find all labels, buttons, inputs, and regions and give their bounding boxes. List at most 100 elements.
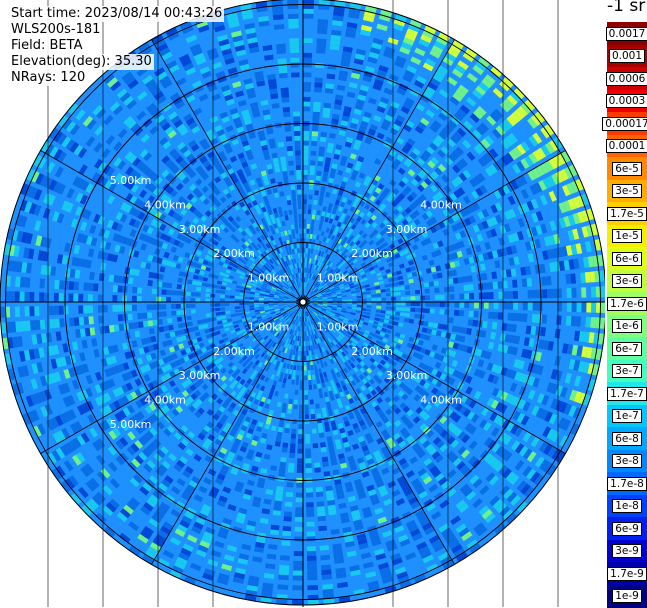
range-gate-cell (432, 322, 439, 329)
range-gate-cell (313, 92, 322, 98)
range-gate-cell (420, 181, 429, 189)
range-gate-cell (382, 174, 391, 182)
range-gate-cell (432, 273, 438, 280)
range-gate-cell (427, 160, 436, 169)
range-gate-cell (314, 472, 322, 478)
range-gate-cell (312, 254, 315, 260)
range-gate-cell (467, 275, 473, 282)
range-gate-cell (287, 408, 292, 414)
range-gate-cell (343, 171, 351, 178)
range-gate-cell (446, 100, 457, 110)
range-gate-cell (420, 308, 426, 313)
range-gate-cell (424, 288, 430, 294)
range-gate-cell (375, 233, 382, 240)
range-gate-cell (381, 162, 389, 170)
range-gate-cell (304, 375, 308, 381)
range-gate-cell (353, 165, 361, 172)
range-gate-cell (378, 127, 387, 136)
range-gate-cell (294, 541, 303, 547)
range-gate-cell (313, 457, 320, 463)
range-gate-cell (283, 437, 289, 444)
range-gate-cell (365, 175, 372, 183)
range-gate-cell (317, 515, 326, 522)
range-gate-cell (294, 394, 299, 400)
range-gate-cell (468, 310, 474, 318)
range-gate-cell (322, 276, 327, 281)
range-gate-cell (338, 129, 346, 136)
range-gate-cell (462, 154, 472, 164)
range-gate-cell (571, 287, 577, 298)
range-gate-cell (352, 185, 359, 193)
range-gate-cell (452, 68, 464, 79)
range-gate-cell (303, 228, 306, 234)
range-gate-cell (303, 33, 313, 39)
range-gate-cell (307, 258, 310, 264)
range-gate-cell (318, 225, 323, 231)
range-gate-cell (410, 307, 416, 312)
range-gate-cell (331, 118, 339, 125)
range-gate-cell (319, 261, 323, 267)
range-gate-cell (334, 276, 340, 281)
range-gate-cell (298, 409, 303, 415)
range-gate-cell (451, 149, 461, 159)
range-gate-cell (314, 288, 319, 293)
range-gate-cell (312, 116, 320, 122)
range-gate-cell (406, 138, 416, 146)
range-gate-cell (383, 158, 392, 166)
range-gate-cell (419, 153, 429, 162)
range-gate-cell (298, 419, 303, 425)
range-gate-cell (496, 322, 503, 331)
range-gate-cell (292, 580, 303, 586)
range-gate-cell (447, 216, 455, 225)
range-gate-cell (340, 223, 346, 230)
range-gate-cell (329, 228, 334, 235)
range-gate-cell (307, 253, 310, 259)
range-gate-cell (313, 275, 316, 280)
range-gate-cell (449, 192, 458, 202)
range-gate-cell (352, 299, 357, 302)
range-gate-cell (408, 203, 416, 211)
range-gate-cell (312, 443, 319, 449)
range-gate-cell (455, 175, 464, 185)
range-gate-cell (327, 222, 332, 229)
range-gate-cell (510, 179, 519, 190)
range-gate-cell (376, 293, 382, 297)
range-gate-cell (305, 429, 310, 435)
range-gate-cell (318, 286, 323, 291)
range-gate-cell (409, 212, 417, 220)
range-gate-cell (488, 131, 498, 143)
range-gate-cell (463, 284, 469, 291)
range-gate-cell (458, 143, 468, 153)
range-gate-cell (599, 317, 605, 329)
range-gate-cell (409, 230, 417, 237)
range-gate-cell (293, 399, 298, 405)
range-gate-cell (528, 152, 538, 164)
range-gate-cell (317, 511, 326, 517)
range-gate-cell (321, 257, 325, 263)
range-gate-cell (305, 248, 308, 254)
range-gate-cell (306, 521, 315, 527)
range-gate-cell (475, 125, 486, 136)
range-gate-cell (324, 232, 329, 238)
range-gate-cell (322, 206, 327, 212)
range-gate-cell (390, 306, 396, 311)
range-gate-cell (280, 412, 286, 418)
range-gate-cell (276, 431, 283, 438)
range-gate-cell (463, 100, 474, 111)
range-gate-cell (309, 233, 313, 239)
range-gate-cell (457, 60, 469, 71)
range-gate-cell (397, 167, 406, 175)
range-gate-cell (303, 209, 307, 214)
range-gate-cell (312, 126, 319, 132)
range-gate-cell (511, 324, 517, 333)
range-gate-cell (432, 120, 442, 129)
range-gate-cell (340, 120, 349, 127)
range-gate-cell (527, 170, 537, 181)
range-gate-cell (304, 267, 307, 273)
range-gate-cell (472, 64, 484, 76)
range-gate-cell (393, 240, 400, 247)
range-gate-cell (370, 47, 381, 55)
range-gate-cell (318, 9, 330, 15)
range-gate-cell (307, 555, 317, 561)
range-gate-cell (477, 141, 487, 152)
